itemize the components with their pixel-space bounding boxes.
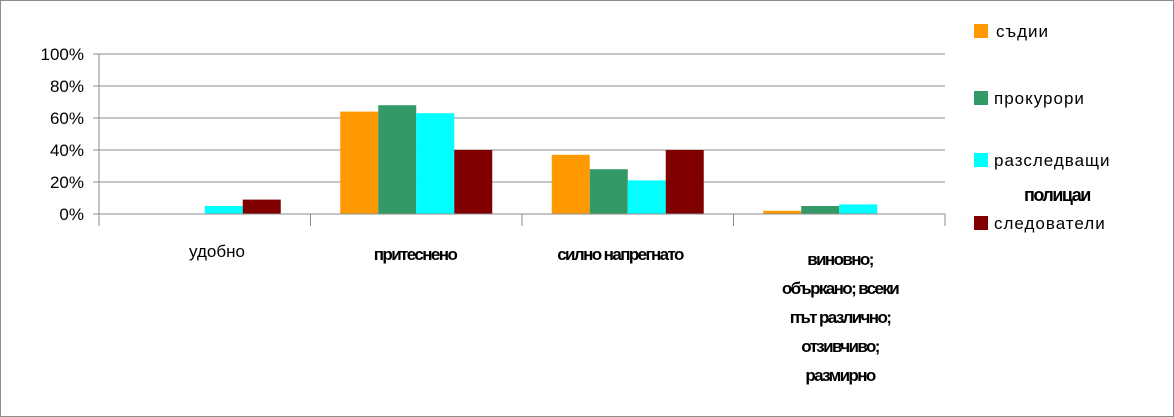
category-label-line: виновно;: [807, 250, 874, 269]
legend-item-sledovateli: следователи: [974, 214, 1106, 234]
y-tick-label: 40%: [50, 141, 84, 160]
bars: [204, 105, 878, 214]
category-label-text: удобно: [189, 242, 245, 261]
category-label-line: път различно;: [789, 308, 892, 327]
category-label-udobno: удобно: [157, 242, 277, 262]
bar-3-4: [839, 204, 878, 214]
legend-swatch: [974, 216, 988, 230]
axes: [93, 53, 946, 226]
bar-1-3: [551, 154, 590, 214]
y-tick-label: 60%: [50, 109, 84, 128]
legend-swatch: [974, 24, 988, 38]
y-tick-label: 80%: [50, 77, 84, 96]
category-label-silno-napregnato: силно напрегнато: [505, 245, 735, 265]
y-tick-label: 100%: [41, 45, 84, 64]
legend-swatch: [974, 91, 988, 105]
category-label-line: отзивчиво;: [801, 337, 880, 356]
legend-label-line2: полицаи: [1024, 185, 1091, 205]
category-label-line: объркано; всеки: [781, 279, 900, 298]
bar-4-2: [454, 150, 493, 214]
bar-4-1: [242, 199, 281, 214]
bar-3-2: [416, 113, 455, 214]
bar-2-3: [589, 169, 628, 214]
legend-label: разследващи: [994, 151, 1111, 170]
bar-2-4: [801, 206, 840, 214]
bar-3-1: [204, 206, 243, 214]
legend-item-razsledvashti: разследващи: [974, 151, 1111, 171]
legend: съдии прокурори разследващи полицаи след…: [970, 0, 1170, 270]
legend-item-sadii: съдии: [974, 22, 1049, 42]
category-label-line: размирно: [805, 366, 876, 385]
bar-1-2: [340, 111, 379, 214]
y-tick-labels: 0% 20% 40% 60% 80% 100%: [41, 45, 84, 224]
legend-swatch: [974, 153, 988, 167]
bar-3-3: [627, 180, 666, 214]
category-label-pritesneno: притеснено: [340, 245, 490, 265]
legend-label: съдии: [996, 22, 1050, 41]
y-tick-label: 20%: [50, 173, 84, 192]
legend-label: следователи: [994, 214, 1106, 233]
legend-item-prokurori: прокурори: [974, 89, 1085, 109]
bar-2-2: [378, 105, 417, 214]
category-label-vinovno: виновно; объркано; всеки път различно; о…: [740, 245, 940, 390]
bar-1-4: [763, 210, 802, 214]
y-tick-label: 0%: [59, 205, 84, 224]
bar-4-3: [665, 150, 704, 214]
category-label-text: силно напрегнато: [557, 245, 684, 264]
category-label-text: притеснено: [373, 245, 458, 264]
legend-label: прокурори: [994, 89, 1085, 108]
gridlines: [99, 53, 945, 183]
